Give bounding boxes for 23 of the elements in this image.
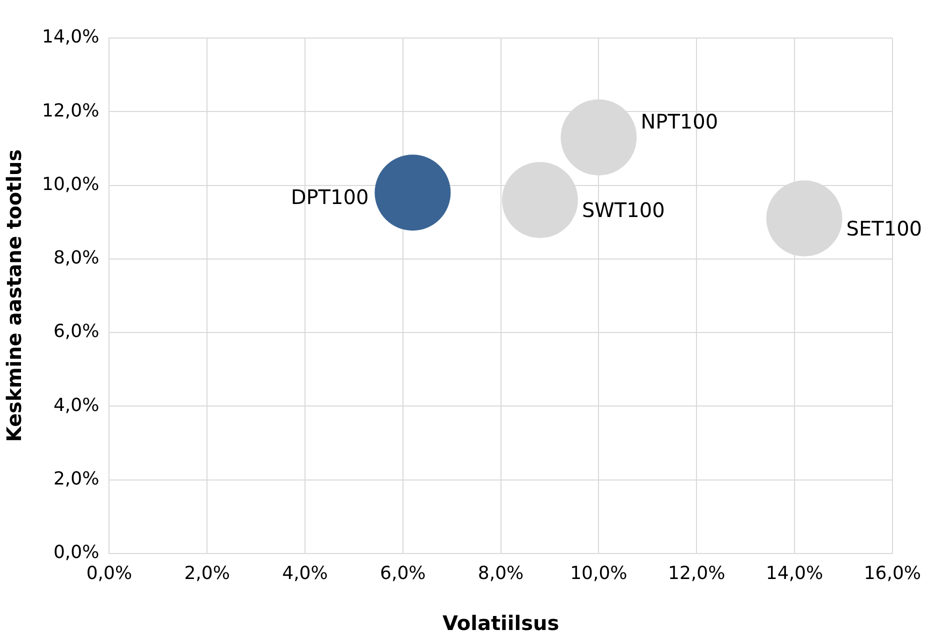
x-axis-title: Volatiilsus bbox=[442, 611, 560, 636]
series-label: SWT100 bbox=[582, 198, 665, 222]
y-tick-label: 10,0% bbox=[42, 174, 100, 195]
x-tick-label: 4,0% bbox=[282, 562, 328, 584]
x-tick-label: 16,0% bbox=[864, 562, 922, 584]
x-tick-label: 10,0% bbox=[570, 562, 628, 584]
series-label: NPT100 bbox=[640, 110, 718, 134]
series-label: SET100 bbox=[846, 216, 922, 241]
y-tick-label: 6,0% bbox=[53, 321, 100, 342]
x-tick-label: 14,0% bbox=[766, 562, 824, 584]
x-tick-label: 0,0% bbox=[86, 562, 132, 584]
y-tick-label: 14,0% bbox=[42, 26, 100, 48]
series-label: DPT100 bbox=[290, 184, 369, 209]
x-tick-label: 6,0% bbox=[380, 562, 426, 584]
y-tick-label: 0,0% bbox=[53, 542, 100, 564]
x-tick-label: 8,0% bbox=[478, 562, 524, 584]
y-axis-title: Keskmine aastane tootlus bbox=[2, 149, 26, 442]
y-tick-label: 2,0% bbox=[53, 468, 100, 490]
y-tick-label: 12,0% bbox=[42, 100, 100, 122]
x-tick-label: 2,0% bbox=[184, 562, 230, 584]
x-tick-label: 12,0% bbox=[668, 562, 726, 584]
y-tick-label: 8,0% bbox=[53, 248, 100, 269]
y-tick-label: 4,0% bbox=[53, 394, 100, 416]
